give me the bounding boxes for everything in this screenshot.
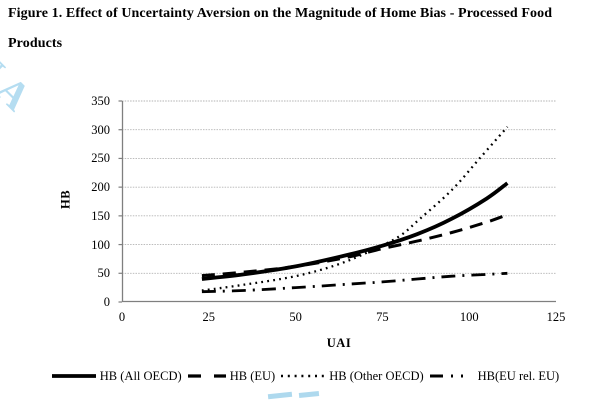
y-tick-label: 50 [97,266,111,281]
legend-label: HB (Other OECD) [329,368,424,383]
line-chart: HB UAI 0 50 100 150 200 250 300 350 0 25 50 75 100 1… [0,70,610,403]
y-tick-label: 200 [91,180,110,195]
legend-item: HB (Other OECD) [280,368,424,384]
legend-swatch-dotted [281,374,326,378]
y-tick-label: 250 [91,151,110,166]
x-tick-label: 75 [376,310,389,324]
figure-title-line-1: Figure 1. Effect of Uncertainty Aversion… [8,6,553,21]
legend-swatch-dashdot [429,374,474,378]
y-tick-label: 350 [91,94,110,108]
series-line-4 [201,271,508,294]
plot-area [118,100,556,303]
legend-label: HB (EU) [229,368,276,383]
x-tick-label: 25 [202,310,216,324]
legend-label: HB(EU rel. EU) [477,368,560,383]
x-axis-label: UAI [326,336,352,350]
series-line-3 [201,126,509,292]
x-tick-label: 100 [459,310,479,324]
x-tick-label: 0 [118,310,126,324]
legend-swatch-dashed [187,374,226,378]
legend-item: HB (EU) [187,369,275,384]
chart-legend: HB (All OECD) HB (EU) HB (Other OECD) HB(EU… [0,364,610,388]
series-line-2 [201,213,508,278]
x-tick-label: 50 [289,310,302,324]
y-tick-label: 150 [91,208,110,223]
legend-item: HB(EU rel. EU) [429,368,560,384]
figure-title-line-2: Products [8,36,63,51]
legend-swatch-solid [51,374,96,378]
y-tick-label: 100 [91,237,110,252]
legend-label: HB (All OECD) [99,368,182,383]
x-tick-label: 125 [546,310,566,324]
legend-item: HB (All OECD) [51,369,182,384]
y-tick-label: 300 [91,122,110,137]
y-tick-label: 0 [103,295,110,309]
